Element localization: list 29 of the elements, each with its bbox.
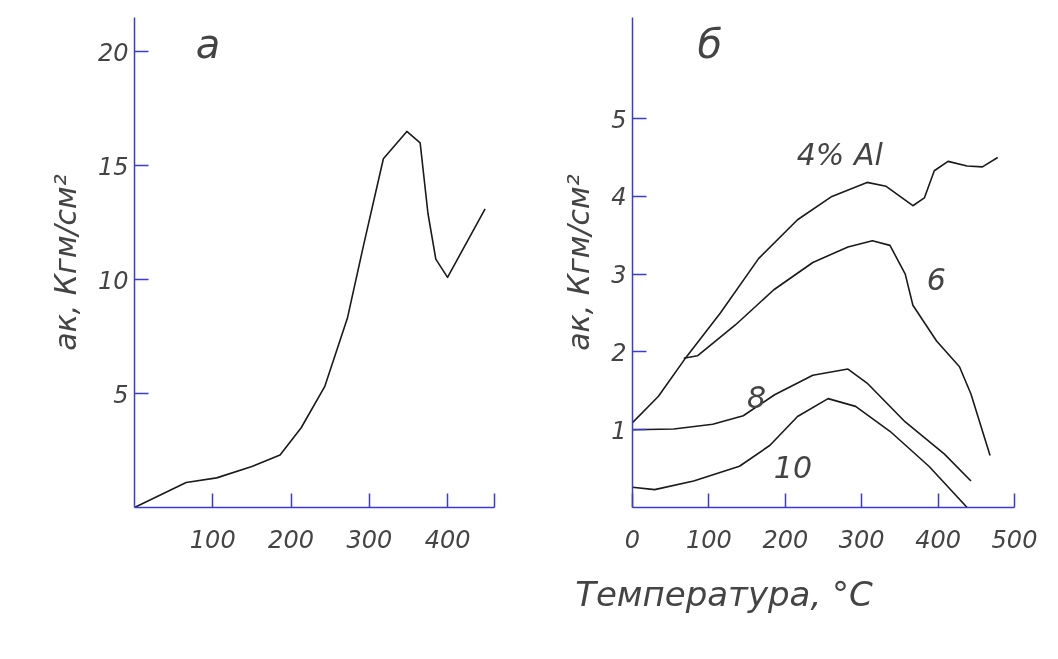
x-tick-label: 300 — [838, 525, 885, 554]
x-tick-label: 500 — [991, 525, 1038, 554]
series-label: 8 — [747, 379, 767, 415]
y-axis-title: aк, Кгм/см² — [47, 174, 83, 351]
x-tick-label: 300 — [346, 525, 393, 554]
y-tick-label: 20 — [97, 38, 129, 67]
x-tick-label: 100 — [686, 525, 732, 554]
y-tick-label: 4 — [611, 183, 627, 212]
chart-title: а — [195, 20, 221, 67]
series-label: 6 — [926, 261, 946, 297]
y-tick-label: 15 — [97, 152, 129, 181]
y-tick-label: 1 — [611, 416, 627, 445]
x-axis-title: Температура, °C — [575, 573, 873, 616]
chart-title: б — [697, 20, 723, 67]
series-label: 10 — [773, 449, 813, 485]
x-tick-label: 400 — [424, 525, 471, 554]
x-tick-label: 200 — [762, 525, 809, 554]
y-axis-title: aк, Кгм/см² — [561, 174, 597, 351]
y-tick-label: 2 — [611, 338, 627, 367]
y-tick-label: 3 — [611, 261, 627, 290]
y-tick-label: 10 — [97, 266, 129, 295]
y-tick-label: 5 — [611, 105, 627, 134]
x-tick-label: 200 — [268, 525, 314, 554]
x-tick-label: 400 — [915, 525, 962, 554]
series-label: 4% Al — [796, 136, 884, 172]
line-series — [134, 130, 486, 508]
x-tick-label: 0 — [624, 525, 641, 554]
y-tick-label: 5 — [113, 380, 129, 409]
x-tick-label: 100 — [189, 525, 236, 554]
